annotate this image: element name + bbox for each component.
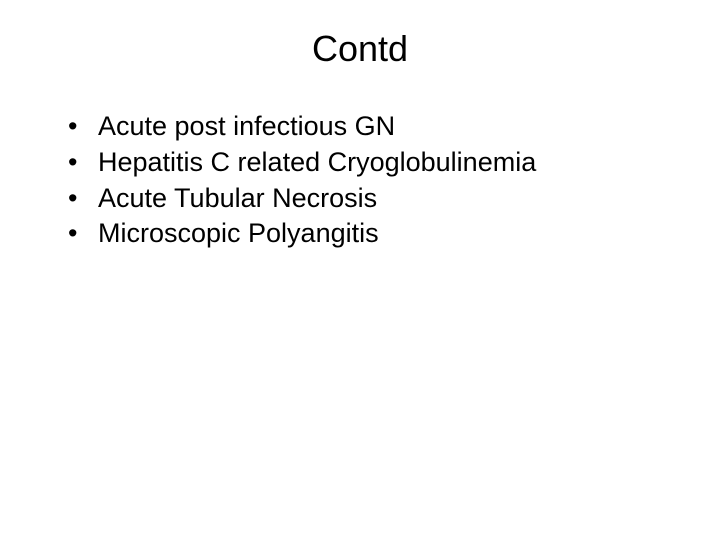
list-item: • Acute Tubular Necrosis [68, 182, 680, 216]
bullet-icon: • [68, 182, 98, 216]
bullet-text: Acute Tubular Necrosis [98, 182, 680, 216]
bullet-text: Hepatitis C related Cryoglobulinemia [98, 146, 680, 180]
bullet-text: Acute post infectious GN [98, 110, 680, 144]
slide: Contd • Acute post infectious GN • Hepat… [0, 0, 720, 540]
list-item: • Hepatitis C related Cryoglobulinemia [68, 146, 680, 180]
bullet-text: Microscopic Polyangitis [98, 217, 680, 251]
list-item: • Acute post infectious GN [68, 110, 680, 144]
slide-title: Contd [40, 28, 680, 70]
list-item: • Microscopic Polyangitis [68, 217, 680, 251]
bullet-list: • Acute post infectious GN • Hepatitis C… [40, 110, 680, 251]
bullet-icon: • [68, 146, 98, 180]
bullet-icon: • [68, 110, 98, 144]
bullet-icon: • [68, 217, 98, 251]
